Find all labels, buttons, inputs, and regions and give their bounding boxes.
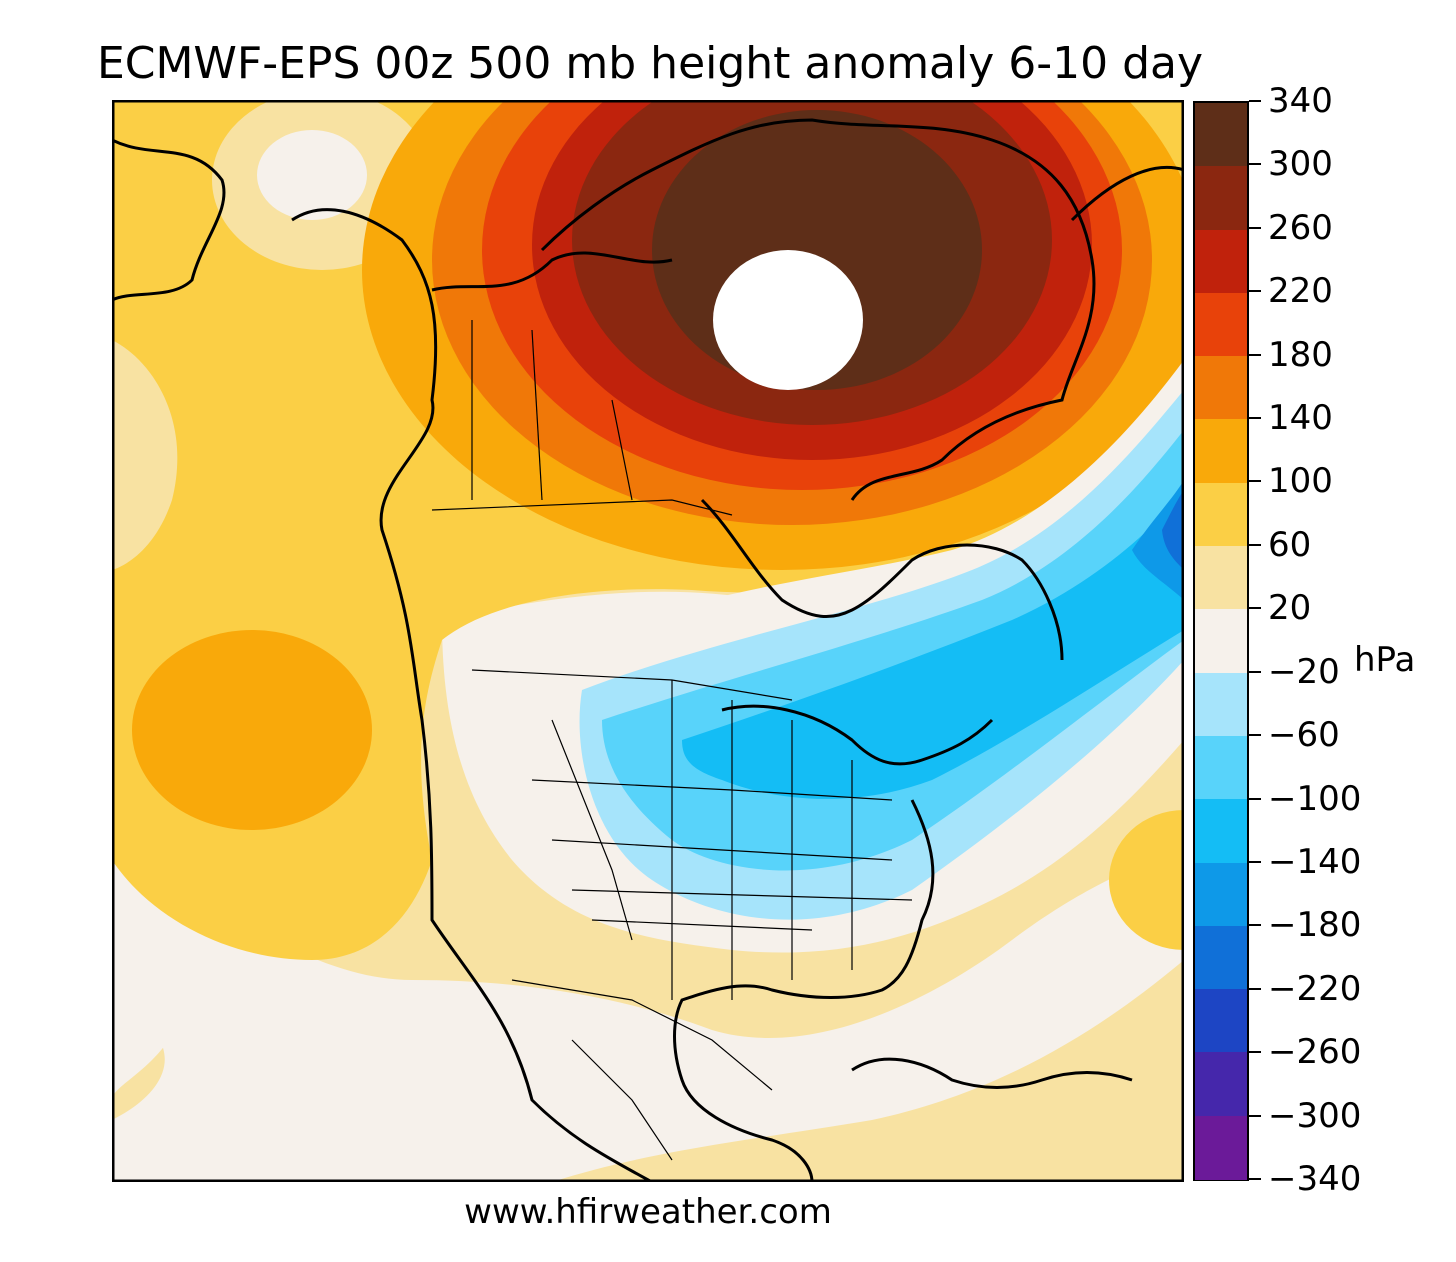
map-title: ECMWF-EPS 00z 500 mb height anomaly 6-10… [96, 38, 1204, 89]
colorbar-segment [1195, 103, 1247, 167]
colorbar-tick-label: −20 [1268, 651, 1340, 692]
colorbar-tick [1249, 987, 1261, 990]
colorbar-tick [1249, 797, 1261, 800]
colorbar-tick-label: −340 [1268, 1159, 1362, 1199]
colorbar-segment [1195, 799, 1247, 864]
colorbar-tick [1249, 543, 1261, 546]
colorbar-segment [1195, 546, 1247, 610]
colorbar-tick-label: 140 [1268, 398, 1333, 439]
map-frame [112, 100, 1184, 1182]
source-credit: www.hfirweather.com [464, 1192, 832, 1232]
colorbar-tick-label: −100 [1268, 778, 1362, 819]
colorbar-segment [1195, 672, 1247, 737]
colorbar-tick-label: −180 [1268, 905, 1362, 946]
colorbar-units: hPa [1354, 640, 1416, 680]
colorbar-tick-label: −260 [1268, 1032, 1362, 1073]
colorbar-tick-label: −300 [1268, 1095, 1362, 1136]
colorbar-tick [1249, 353, 1261, 356]
colorbar-tick-label: 20 [1268, 588, 1312, 629]
anomaly-fill [112, 100, 1184, 1182]
colorbar-tick-label: 340 [1268, 81, 1333, 121]
north-pole-missing-data [713, 250, 863, 390]
colorbar-segment [1195, 482, 1247, 547]
colorbar-tick [1249, 290, 1261, 293]
colorbar-segment [1195, 419, 1247, 484]
colorbar-tick [1249, 924, 1261, 927]
colorbar-tick-label: 260 [1268, 207, 1333, 248]
coastline-outline [112, 118, 1184, 1182]
colorbar-tick-label: 220 [1268, 271, 1333, 312]
state-province-borders [431, 320, 913, 1161]
colorbar-tick [1249, 417, 1261, 420]
colorbar-tick [1249, 734, 1261, 737]
colorbar-tick [1249, 1114, 1261, 1117]
colorbar-tick [1249, 607, 1261, 610]
colorbar-tick [1249, 860, 1261, 863]
colorbar-tick-label: 60 [1268, 524, 1312, 565]
colorbar-tick-label: −60 [1268, 715, 1340, 756]
colorbar-segment [1195, 735, 1247, 800]
colorbar-tick [1249, 670, 1261, 673]
colorbar-segment [1195, 609, 1247, 674]
colorbar-tick [1249, 100, 1261, 102]
height-anomaly-map [112, 100, 1184, 1182]
colorbar-segment [1195, 166, 1247, 231]
colorbar-tick-label: −140 [1268, 841, 1362, 882]
colorbar-tick-label: 100 [1268, 461, 1333, 502]
colorbar-segment [1195, 1115, 1247, 1180]
colorbar-tick [1249, 480, 1261, 483]
colorbar-segment [1195, 1052, 1247, 1117]
colorbar-tick-label: 180 [1268, 334, 1333, 375]
colorbar-tick-label: 300 [1268, 144, 1333, 185]
colorbar-tick [1249, 1051, 1261, 1054]
colorbar-tick [1249, 163, 1261, 166]
colorbar-segment [1195, 229, 1247, 294]
colorbar-segment [1195, 925, 1247, 990]
colorbar-segment [1195, 292, 1247, 357]
colorbar-segment [1195, 989, 1247, 1053]
colorbar-segment [1195, 862, 1247, 927]
colorbar [1193, 101, 1249, 1181]
colorbar-tick [1249, 226, 1261, 229]
colorbar-segment [1195, 356, 1247, 421]
colorbar-tick [1249, 1178, 1261, 1180]
colorbar-tick-label: −220 [1268, 968, 1362, 1009]
